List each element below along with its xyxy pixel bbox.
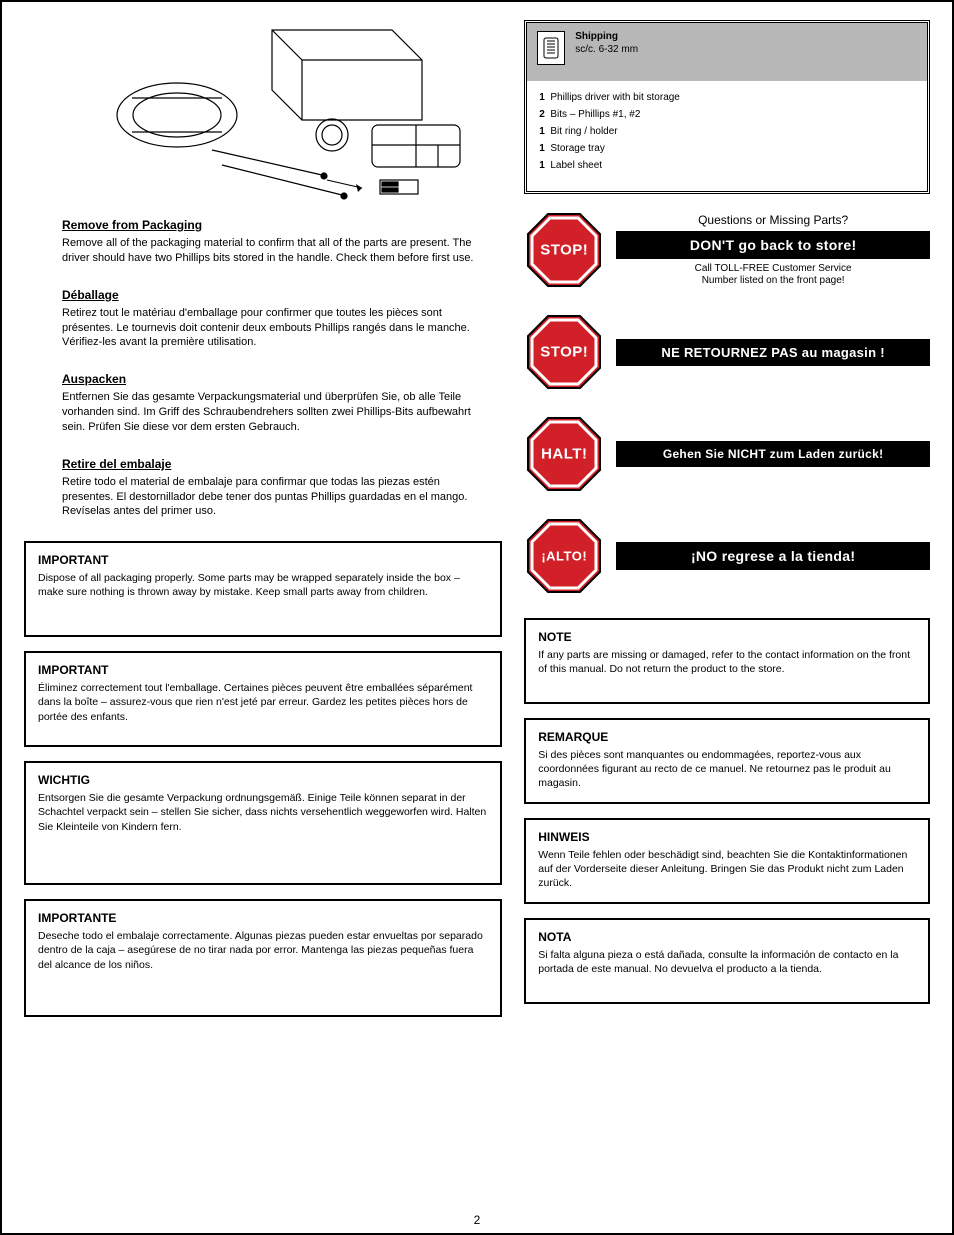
stop-blackbar: ¡NO regrese a la tienda! bbox=[616, 542, 930, 570]
stop-sign-label: HALT! bbox=[541, 446, 587, 463]
shipping-card-list: 1 Phillips driver with bit storage 2 Bit… bbox=[527, 81, 927, 191]
list-item: 1 Storage tray bbox=[539, 142, 915, 155]
box-header: IMPORTANT bbox=[38, 553, 488, 567]
stop-sign-label: ¡ALTO! bbox=[541, 549, 587, 564]
instruction-header: Retire del embalaje bbox=[62, 457, 482, 471]
important-box: WICHTIG Entsorgen Sie die gesamte Verpac… bbox=[24, 761, 502, 885]
shipping-sublabel: sc/c. 6-32 mm bbox=[575, 44, 638, 57]
shipping-card-header: Shipping sc/c. 6-32 mm bbox=[527, 23, 927, 81]
unpacking-illustration bbox=[62, 20, 482, 210]
box-body: Wenn Teile fehlen oder beschädigt sind, … bbox=[538, 848, 916, 891]
box-header: IMPORTANTE bbox=[38, 911, 488, 925]
instruction-de: Auspacken Entfernen Sie das gesamte Verp… bbox=[62, 372, 482, 435]
left-column: Remove from Packaging Remove all of the … bbox=[24, 20, 502, 1215]
important-box: IMPORTANTE Deseche todo el embalaje corr… bbox=[24, 899, 502, 1017]
instruction-es: Retire del embalaje Retire todo el mater… bbox=[62, 457, 482, 520]
box-body: Éliminez correctement tout l'emballage. … bbox=[38, 681, 488, 724]
page-number: 2 bbox=[474, 1213, 481, 1227]
note-box: NOTE If any parts are missing or damaged… bbox=[524, 618, 930, 704]
important-box: IMPORTANT Dispose of all packaging prope… bbox=[24, 541, 502, 637]
stop-sign-icon: STOP! bbox=[524, 210, 604, 290]
stop-preline: Questions or Missing Parts? bbox=[616, 213, 930, 227]
instruction-en: Remove from Packaging Remove all of the … bbox=[62, 218, 482, 266]
stop-text-block: ¡NO regrese a la tienda! bbox=[616, 542, 930, 570]
stop-blackbar: Gehen Sie NICHT zum Laden zurück! bbox=[616, 441, 930, 467]
stop-subline: Call TOLL-FREE Customer Service Number l… bbox=[616, 263, 930, 287]
stop-blackbar: DON'T go back to store! bbox=[616, 231, 930, 259]
box-body: Entsorgen Sie die gesamte Verpackung ord… bbox=[38, 791, 488, 834]
stop-sign-icon: ¡ALTO! bbox=[524, 516, 604, 596]
instruction-body: Retire todo el material de embalaje para… bbox=[62, 475, 482, 520]
stop-text-block: Gehen Sie NICHT zum Laden zurück! bbox=[616, 441, 930, 467]
instruction-header: Déballage bbox=[62, 288, 482, 302]
stop-sign-icon: STOP! bbox=[524, 312, 604, 392]
page: Remove from Packaging Remove all of the … bbox=[0, 0, 954, 1235]
box-body: Deseche todo el embalaje correctamente. … bbox=[38, 929, 488, 972]
right-column: Shipping sc/c. 6-32 mm 1 Phillips driver… bbox=[524, 20, 930, 1215]
box-body: Si falta alguna pieza o está dañada, con… bbox=[538, 948, 916, 976]
instruction-header: Auspacken bbox=[62, 372, 482, 386]
stop-sign-icon: HALT! bbox=[524, 414, 604, 494]
note-boxes-right: NOTE If any parts are missing or damaged… bbox=[524, 618, 930, 1004]
box-header: NOTE bbox=[538, 630, 916, 644]
note-box: HINWEIS Wenn Teile fehlen oder beschädig… bbox=[524, 818, 930, 904]
important-box: IMPORTANT Éliminez correctement tout l'e… bbox=[24, 651, 502, 747]
instruction-body: Entfernen Sie das gesamte Verpackungsmat… bbox=[62, 390, 482, 435]
two-column-layout: Remove from Packaging Remove all of the … bbox=[24, 20, 930, 1215]
stop-sign-label: STOP! bbox=[540, 344, 588, 361]
stop-row-de: HALT! Gehen Sie NICHT zum Laden zurück! bbox=[524, 414, 930, 494]
shipping-label: Shipping bbox=[575, 31, 638, 44]
product-icon bbox=[537, 31, 565, 65]
shipping-card: Shipping sc/c. 6-32 mm 1 Phillips driver… bbox=[524, 20, 930, 194]
instruction-body: Retirez tout le matériau d'emballage pou… bbox=[62, 306, 482, 351]
note-box: REMARQUE Si des pièces sont manquantes o… bbox=[524, 718, 930, 804]
box-header: WICHTIG bbox=[38, 773, 488, 787]
box-body: Dispose of all packaging properly. Some … bbox=[38, 571, 488, 599]
instruction-fr: Déballage Retirez tout le matériau d'emb… bbox=[62, 288, 482, 351]
box-body: Si des pièces sont manquantes ou endomma… bbox=[538, 748, 916, 791]
stop-text-block: Questions or Missing Parts? DON'T go bac… bbox=[616, 213, 930, 287]
stop-sign-label: STOP! bbox=[540, 242, 588, 259]
stop-row-fr: STOP! NE RETOURNEZ PAS au magasin ! bbox=[524, 312, 930, 392]
list-item: 1 Phillips driver with bit storage bbox=[539, 91, 915, 104]
stop-blackbar: NE RETOURNEZ PAS au magasin ! bbox=[616, 339, 930, 366]
box-header: NOTA bbox=[538, 930, 916, 944]
list-item: 1 Label sheet bbox=[539, 159, 915, 172]
stop-row-es: ¡ALTO! ¡NO regrese a la tienda! bbox=[524, 516, 930, 596]
box-header: HINWEIS bbox=[538, 830, 916, 844]
list-item: 2 Bits – Phillips #1, #2 bbox=[539, 108, 915, 121]
box-header: IMPORTANT bbox=[38, 663, 488, 677]
list-item: 1 Bit ring / holder bbox=[539, 125, 915, 138]
instruction-header: Remove from Packaging bbox=[62, 218, 482, 232]
note-box: NOTA Si falta alguna pieza o está dañada… bbox=[524, 918, 930, 1004]
stop-text-block: NE RETOURNEZ PAS au magasin ! bbox=[616, 339, 930, 366]
box-header: REMARQUE bbox=[538, 730, 916, 744]
important-boxes-left: IMPORTANT Dispose of all packaging prope… bbox=[24, 541, 502, 1017]
instruction-body: Remove all of the packaging material to … bbox=[62, 236, 482, 266]
stop-row-en: STOP! Questions or Missing Parts? DON'T … bbox=[524, 210, 930, 290]
shipping-card-top-text: Shipping sc/c. 6-32 mm bbox=[575, 31, 638, 56]
box-body: If any parts are missing or damaged, ref… bbox=[538, 648, 916, 676]
